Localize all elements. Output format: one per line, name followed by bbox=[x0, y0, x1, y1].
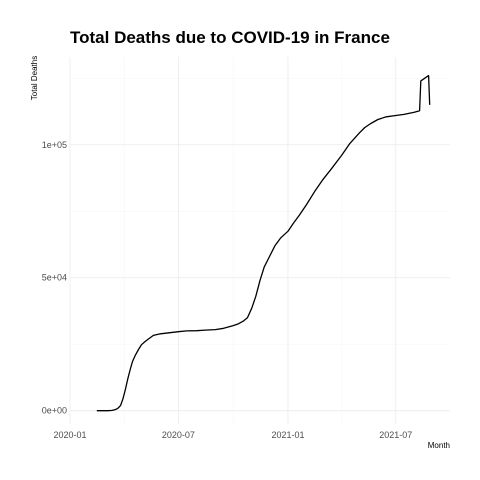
y-tick-label: 1e+05 bbox=[42, 140, 67, 150]
y-axis-ticks: 0e+00 5e+04 1e+05 bbox=[42, 140, 67, 416]
grid bbox=[69, 57, 450, 424]
x-axis-ticks: 2020-01 2020-07 2021-01 2021-07 bbox=[53, 430, 412, 440]
y-tick-label: 0e+00 bbox=[42, 406, 67, 416]
series-line-total-deaths bbox=[96, 74, 431, 412]
x-tick-label: 2020-07 bbox=[162, 430, 195, 440]
y-tick-label: 5e+04 bbox=[42, 273, 67, 283]
x-tick-label: 2020-01 bbox=[53, 430, 86, 440]
y-axis-label: Total Deaths bbox=[30, 56, 39, 100]
x-tick-label: 2021-01 bbox=[271, 430, 304, 440]
x-axis-label: Month bbox=[428, 441, 450, 450]
chart-title: Total Deaths due to COVID-19 in France bbox=[70, 28, 390, 47]
x-tick-label: 2021-07 bbox=[379, 430, 412, 440]
